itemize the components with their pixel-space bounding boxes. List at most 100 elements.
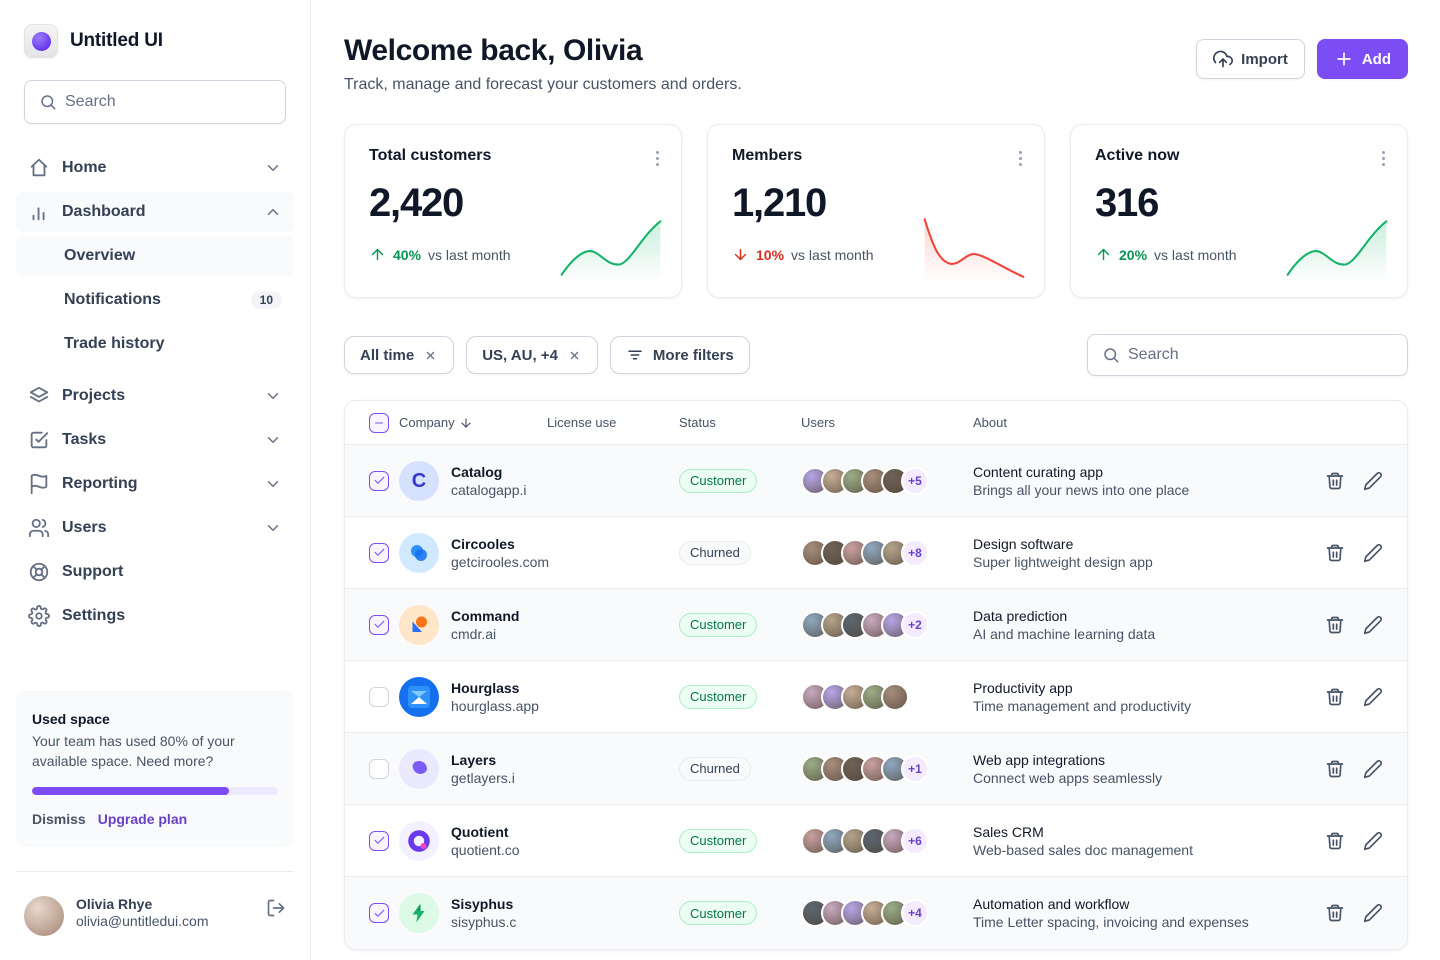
company-logo [399,676,439,717]
row-checkbox[interactable] [369,686,389,707]
card-menu-button[interactable] [1378,147,1389,170]
company-domain: hourglass.app [451,697,539,714]
table-row: Layers getlayers.i Churned +1 Web app in… [345,733,1407,805]
arrow-up-icon [369,246,386,263]
stat-card-total-customers: Total customers 2,420 40% vs last month [344,124,682,298]
sidebar-item-support[interactable]: Support [16,552,294,592]
sidebar-item-label: Overview [64,247,136,264]
delete-button[interactable] [1325,831,1345,851]
card-menu-button[interactable] [1015,147,1026,170]
company-domain: sisyphus.c [451,914,517,930]
company-domain: getcirooles.com [451,553,550,570]
edit-button[interactable] [1363,831,1383,851]
row-checkbox[interactable] [369,542,389,563]
company-name: Quotient [451,823,509,840]
company-name: Hourglass [451,679,520,696]
add-button[interactable]: Add [1316,39,1408,79]
edit-button[interactable] [1363,759,1383,779]
sidebar-item-label: Notifications [64,291,161,308]
page-subtitle: Track, manage and forecast your customer… [344,76,742,93]
close-icon[interactable] [423,348,438,363]
sidebar-item-home[interactable]: Home [16,148,294,188]
table-search-input[interactable] [1128,346,1393,364]
delete-button[interactable] [1325,615,1345,635]
brand-logo-icon [24,24,58,58]
layers-icon [28,385,50,407]
delete-button[interactable] [1325,471,1345,491]
table-search[interactable] [1087,334,1408,376]
sidebar-item-tasks[interactable]: Tasks [16,420,294,460]
sidebar-item-dashboard[interactable]: Dashboard [16,192,294,232]
company-name: Catalog [451,463,503,480]
row-checkbox[interactable] [369,830,389,851]
stat-card-title: Total customers [369,147,492,164]
column-header-company[interactable]: Company [399,415,547,430]
sidebar-nav: Home Dashboard Overview Notifications 10… [0,148,310,640]
row-checkbox[interactable] [369,614,389,635]
sidebar-item-label: Settings [62,607,126,624]
settings-icon [28,605,50,627]
extra-users-badge: +5 [901,466,929,495]
delete-button[interactable] [1325,543,1345,563]
status-badge: Customer [679,684,758,709]
dismiss-button[interactable]: Dismiss [32,811,86,827]
row-checkbox[interactable] [369,470,389,491]
import-button[interactable]: Import [1196,39,1305,79]
company-domain: getlayers.i [451,769,515,786]
sidebar-divider [16,871,294,872]
edit-button[interactable] [1363,615,1383,635]
page-title: Welcome back, Olivia [344,34,643,67]
sidebar-search-input[interactable] [65,93,272,111]
upgrade-plan-link[interactable]: Upgrade plan [97,811,188,827]
company-logo [399,532,439,573]
profile-avatar [24,896,64,936]
about-title: Data prediction [973,607,1068,624]
select-all-checkbox[interactable] [369,412,389,433]
about-description: Brings all your news into one place [973,481,1190,498]
edit-button[interactable] [1363,687,1383,707]
delete-button[interactable] [1325,687,1345,707]
about-description: Web-based sales doc management [973,841,1193,858]
sidebar-item-users[interactable]: Users [16,508,294,548]
filter-chip-us-au-4[interactable]: US, AU, +4 [466,336,598,374]
edit-button[interactable] [1363,543,1383,563]
sidebar-item-settings[interactable]: Settings [16,596,294,636]
arrow-down-icon [732,246,749,263]
sidebar-search[interactable] [24,80,286,124]
sidebar-item-projects[interactable]: Projects [16,376,294,416]
used-space-body: Your team has used 80% of your available… [32,733,235,769]
extra-users-badge: +6 [901,826,929,855]
column-header-license: License use [547,415,617,430]
users-icon [28,517,50,539]
company-domain: catalogapp.i [451,481,527,498]
delete-button[interactable] [1325,903,1345,923]
table-row: Hourglass hourglass.app Customer Product… [345,661,1407,733]
search-icon [1102,346,1120,364]
edit-button[interactable] [1363,471,1383,491]
stat-caption: vs last month [791,246,874,263]
more-filters-button[interactable]: More filters [609,336,750,374]
sidebar-item-label: Trade history [64,335,165,352]
users-avatar-group [801,682,973,711]
sidebar-item-label: Users [62,519,107,536]
filter-chip-all-time[interactable]: All time [344,336,455,374]
status-badge: Churned [679,756,751,781]
used-space-card: Used space Your team has used 80% of you… [16,691,294,847]
sidebar-item-notifications[interactable]: Notifications 10 [16,280,294,320]
sort-arrow-icon [459,416,473,430]
row-checkbox[interactable] [369,758,389,779]
sidebar-item-trade-history[interactable]: Trade history [16,324,294,364]
filter-chip-label: All time [360,346,415,364]
close-icon[interactable] [567,348,582,363]
delete-button[interactable] [1325,759,1345,779]
check-square-icon [28,429,50,451]
row-checkbox[interactable] [369,903,389,923]
table-row: Sisyphus sisyphus.c Customer +4 Automati… [345,877,1407,949]
edit-button[interactable] [1363,903,1383,923]
sidebar-item-overview[interactable]: Overview [16,236,294,276]
logout-icon[interactable] [266,896,286,918]
sidebar: Untitled UI Home Dashboard Overview Noti… [0,0,311,960]
profile-email: olivia@untitledui.com [76,913,209,929]
sidebar-item-reporting[interactable]: Reporting [16,464,294,504]
card-menu-button[interactable] [652,147,663,170]
